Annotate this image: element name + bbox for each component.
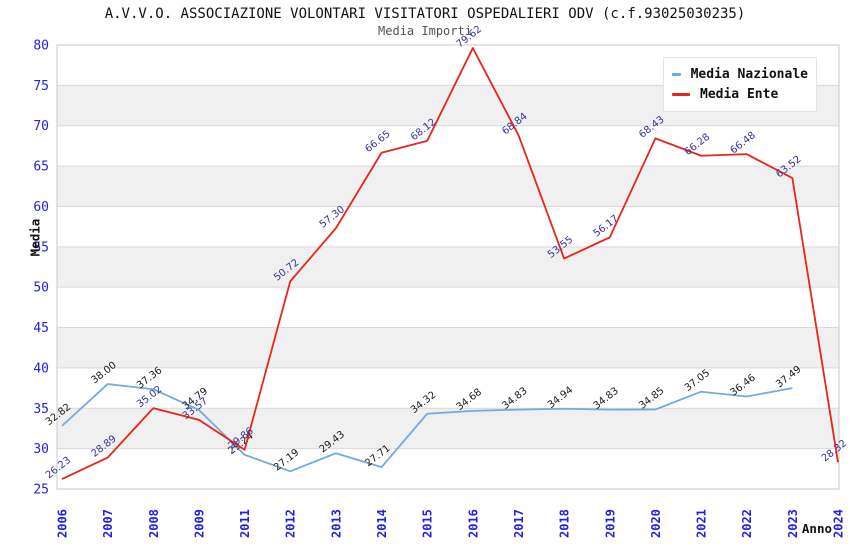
y-tick-label: 55 bbox=[33, 240, 49, 255]
legend-box: Media Nazionale Media Ente bbox=[663, 57, 817, 112]
x-tick-label: 2006 bbox=[56, 509, 70, 538]
x-tick-label: 2023 bbox=[786, 509, 800, 538]
y-tick-label: 35 bbox=[33, 402, 49, 417]
x-tick-label: 2013 bbox=[329, 509, 343, 538]
x-tick-label: 2009 bbox=[192, 509, 206, 538]
y-tick-label: 60 bbox=[33, 200, 49, 215]
y-tick-label: 40 bbox=[33, 361, 49, 376]
x-tick-label: 2021 bbox=[695, 509, 709, 538]
x-tick-label: 2008 bbox=[147, 509, 161, 538]
x-tick-label: 2015 bbox=[421, 509, 435, 538]
x-tick-label: 2024 bbox=[832, 509, 846, 538]
chart-subtitle: Media Importi bbox=[378, 24, 472, 38]
legend-swatch-nazionale-icon bbox=[672, 72, 681, 76]
point-label: 56.17 bbox=[592, 213, 621, 239]
y-tick-label: 45 bbox=[33, 321, 49, 336]
y-tick-label: 80 bbox=[33, 39, 49, 54]
y-tick-label: 50 bbox=[33, 281, 49, 296]
y-tick-label: 75 bbox=[33, 79, 49, 94]
x-tick-label: 2011 bbox=[238, 509, 252, 538]
x-tick-label: 2020 bbox=[649, 509, 663, 538]
point-label: 79.62 bbox=[455, 24, 484, 50]
point-label: 26.23 bbox=[44, 455, 73, 481]
x-tick-label: 2017 bbox=[512, 509, 526, 538]
plot-border bbox=[56, 44, 840, 490]
point-label: 66.48 bbox=[728, 130, 757, 156]
x-tick-label: 2019 bbox=[603, 509, 617, 538]
y-tick-label: 25 bbox=[33, 483, 49, 498]
plot-band bbox=[57, 408, 839, 449]
y-axis-title: Media bbox=[27, 218, 43, 257]
y-tick-label: 70 bbox=[33, 119, 49, 134]
x-axis-title: Anno bbox=[801, 521, 832, 536]
legend-item-media-ente: Media Ente bbox=[672, 84, 808, 104]
point-label: 37.05 bbox=[683, 368, 712, 394]
x-tick-label: 2018 bbox=[558, 509, 572, 538]
x-tick-label: 2007 bbox=[101, 509, 115, 538]
legend-swatch-ente-icon bbox=[672, 92, 690, 96]
y-tick-label: 65 bbox=[33, 160, 49, 175]
y-tick-label: 30 bbox=[33, 442, 49, 457]
x-tick-label: 2012 bbox=[284, 509, 298, 538]
series-line-media-ente bbox=[61, 47, 839, 480]
x-tick-label: 2016 bbox=[466, 509, 480, 538]
x-tick-label: 2014 bbox=[375, 509, 389, 538]
plot-band bbox=[57, 327, 839, 368]
legend-label: Media Nazionale bbox=[690, 66, 808, 82]
point-label: 34.94 bbox=[546, 385, 575, 411]
legend-label: Media Ente bbox=[700, 86, 779, 102]
x-tick-label: 2022 bbox=[740, 509, 754, 538]
chart-title: A.V.V.O. ASSOCIAZIONE VOLONTARI VISITATO… bbox=[104, 6, 746, 22]
series-line-media-nazionale bbox=[61, 383, 793, 473]
plot-band bbox=[57, 246, 839, 288]
legend-item-media-nazionale: Media Nazionale bbox=[672, 64, 808, 84]
plot-band bbox=[57, 166, 839, 207]
